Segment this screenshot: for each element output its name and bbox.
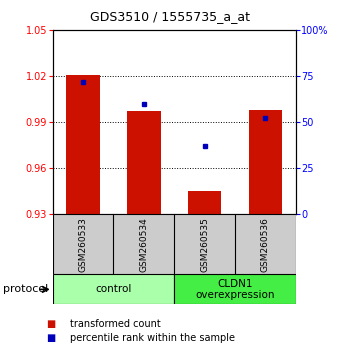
Text: GSM260533: GSM260533: [79, 217, 88, 272]
Bar: [127, 112, 160, 214]
Text: protocol: protocol: [3, 284, 49, 295]
Text: percentile rank within the sample: percentile rank within the sample: [70, 333, 235, 343]
Text: control: control: [95, 284, 132, 295]
Bar: [66, 75, 100, 214]
Bar: [249, 110, 282, 214]
Text: ■: ■: [46, 319, 55, 329]
Text: ■: ■: [46, 333, 55, 343]
Text: GSM260535: GSM260535: [200, 217, 209, 272]
Bar: [188, 191, 221, 214]
Text: GSM260534: GSM260534: [139, 217, 148, 272]
Text: transformed count: transformed count: [70, 319, 160, 329]
Text: CLDN1
overexpression: CLDN1 overexpression: [195, 279, 275, 300]
Text: GSM260536: GSM260536: [261, 217, 270, 272]
Bar: [53, 274, 174, 304]
Bar: [174, 274, 296, 304]
Text: GDS3510 / 1555735_a_at: GDS3510 / 1555735_a_at: [90, 10, 250, 23]
